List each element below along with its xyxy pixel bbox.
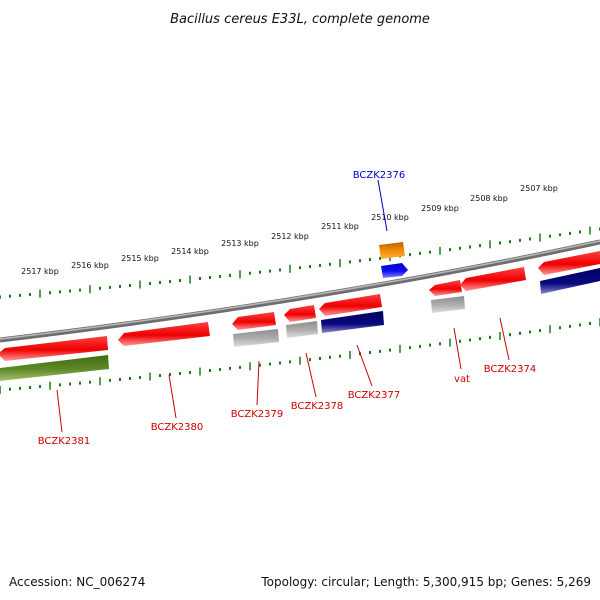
leader-vat (453, 327, 462, 370)
kbp-label-2508: 2508 kbp (470, 194, 508, 203)
leader-bczk2374 (499, 317, 510, 361)
gene-vat[interactable] (429, 280, 462, 296)
leader-bczk2377 (356, 344, 373, 387)
kbp-label-2510: 2510 kbp (371, 213, 409, 222)
gene-label-bczk2374[interactable]: BCZK2374 (484, 364, 537, 375)
gene-bczk2381-feature[interactable] (0, 355, 109, 381)
gene-bczk2378-feature[interactable] (286, 321, 318, 338)
gene-bczk2377-feature[interactable] (321, 311, 384, 333)
gene-bczk2376-feature[interactable] (379, 242, 405, 259)
gene-label-bczk2378[interactable]: BCZK2378 (291, 401, 344, 412)
kbp-label-group: 2517 kbp 2516 kbp 2515 kbp 2514 kbp 2513… (21, 184, 558, 276)
gene-label-vat[interactable]: vat (454, 374, 470, 385)
kbp-label-2517: 2517 kbp (21, 267, 59, 276)
gene-bczk2379-feature[interactable] (233, 329, 279, 347)
gene-label-bczk2380[interactable]: BCZK2380 (151, 422, 204, 433)
gene-bczk2380[interactable] (118, 322, 210, 346)
gene-bczk2373-feature[interactable] (540, 268, 600, 294)
gene-bczk2377[interactable] (319, 294, 382, 316)
leader-bczk2376 (377, 179, 388, 232)
genome-summary-text: Topology: circular; Length: 5,300,915 bp… (260, 575, 591, 589)
kbp-label-2513: 2513 kbp (221, 239, 259, 248)
gene-bczk2381[interactable] (0, 336, 108, 361)
kbp-tick-row-top (0, 226, 600, 299)
leader-bczk2378 (305, 352, 317, 398)
kbp-label-2512: 2512 kbp (271, 232, 309, 241)
leader-bczk2381 (56, 389, 63, 433)
map-title: Bacillus cereus E33L, complete genome (170, 12, 430, 27)
genome-backbone (0, 239, 600, 343)
gene-label-bczk2377[interactable]: BCZK2377 (348, 390, 401, 401)
gene-bczk2376-cds[interactable] (381, 263, 408, 278)
kbp-label-2515: 2515 kbp (121, 254, 159, 263)
gene-label-bczk2379[interactable]: BCZK2379 (231, 409, 284, 420)
gene-bczk2378[interactable] (284, 305, 316, 322)
gene-vat-feature[interactable] (431, 296, 465, 313)
gene-label-bczk2376[interactable]: BCZK2376 (353, 170, 406, 181)
kbp-tick-row-bottom (0, 318, 600, 394)
gene-label-bczk2381[interactable]: BCZK2381 (38, 436, 91, 447)
kbp-label-2509: 2509 kbp (421, 204, 459, 213)
gene-bczk2379[interactable] (232, 312, 276, 330)
kbp-label-2516: 2516 kbp (71, 261, 109, 270)
genome-backbone-highlight (0, 240, 600, 340)
kbp-label-2511: 2511 kbp (321, 222, 359, 231)
kbp-label-2507: 2507 kbp (520, 184, 558, 193)
accession-text: Accession: NC_006274 (9, 575, 145, 589)
leader-bczk2379 (256, 360, 260, 406)
kbp-label-2514: 2514 kbp (171, 247, 209, 256)
gene-bczk2373[interactable] (538, 251, 600, 275)
leader-bczk2380 (168, 374, 177, 419)
gene-bczk2375[interactable] (460, 267, 526, 291)
